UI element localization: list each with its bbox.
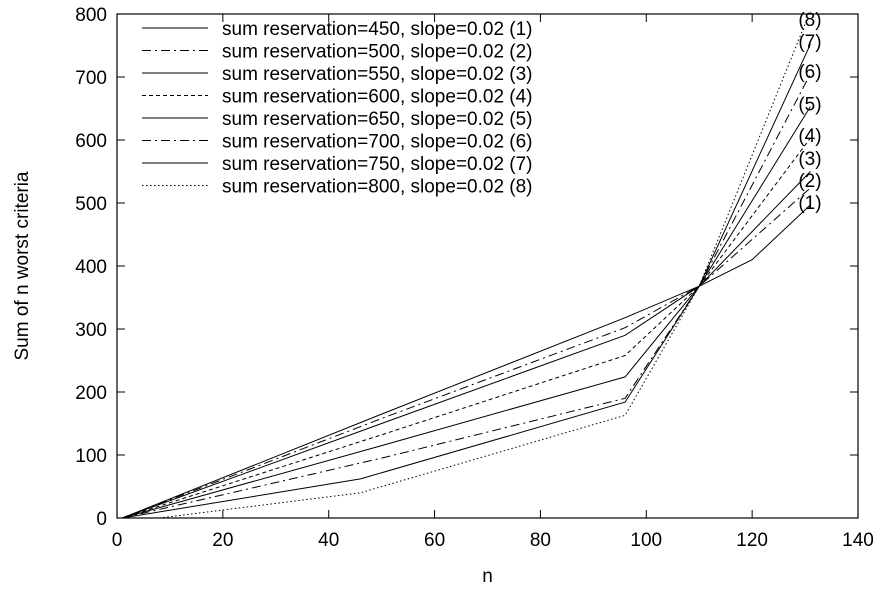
y-tick-label: 600	[75, 131, 107, 152]
y-tick-label: 200	[75, 383, 107, 404]
y-tick-label: 0	[96, 509, 107, 530]
series-line-7	[122, 43, 811, 519]
y-tick-label: 800	[75, 5, 107, 26]
legend: sum reservation=450, slope=0.02 (1)sum r…	[142, 19, 533, 198]
legend-entry: sum reservation=800, slope=0.02 (8)	[222, 177, 533, 198]
series-line-4	[122, 137, 811, 519]
x-tick-label: 0	[112, 530, 123, 551]
legend-entry: sum reservation=500, slope=0.02 (2)	[222, 42, 533, 63]
series-line-3	[122, 171, 811, 519]
legend-entry: sum reservation=550, slope=0.02 (3)	[222, 64, 533, 85]
legend-entry: sum reservation=450, slope=0.02 (1)	[222, 19, 533, 40]
y-tick-label: 400	[75, 257, 107, 278]
series-end-label: (3)	[798, 149, 821, 170]
series-end-label: (2)	[798, 171, 821, 192]
y-tick-label: 300	[75, 320, 107, 341]
series-end-label: (1)	[798, 193, 821, 214]
y-tick-label: 700	[75, 68, 107, 89]
series-end-label: (5)	[798, 95, 821, 116]
x-tick-label: 40	[318, 530, 339, 551]
x-tick-label: 140	[842, 530, 874, 551]
series-end-label: (7)	[798, 32, 821, 53]
series-line-1	[122, 204, 811, 519]
x-tick-label: 60	[424, 530, 445, 551]
y-axis-label: Sum of n worst criteria	[12, 171, 33, 360]
y-tick-label: 500	[75, 194, 107, 215]
x-tick-label: 120	[736, 530, 768, 551]
axis-ticks: 0 20 40 60 80 100 120 140 0 100 200 300 400 500 600 700…	[75, 5, 874, 551]
series-line-2	[122, 187, 811, 519]
x-tick-label: 80	[530, 530, 551, 551]
series-end-label: (8)	[798, 10, 821, 31]
legend-entry: sum reservation=650, slope=0.02 (5)	[222, 109, 533, 130]
legend-entry: sum reservation=600, slope=0.02 (4)	[222, 87, 533, 108]
x-tick-label: 100	[630, 530, 662, 551]
legend-entry: sum reservation=750, slope=0.02 (7)	[222, 154, 533, 175]
plot-lines	[122, 10, 811, 519]
x-axis-label: n	[482, 566, 493, 587]
legend-entry: sum reservation=700, slope=0.02 (6)	[222, 132, 533, 153]
series-end-label: (4)	[798, 126, 821, 147]
series-line-5	[122, 106, 811, 519]
y-tick-label: 100	[75, 446, 107, 467]
series-end-labels: (1)(2)(3)(4) (5) (6) (7)(8)	[798, 10, 821, 214]
series-line-6	[122, 73, 811, 519]
x-tick-label: 20	[212, 530, 233, 551]
series-end-label: (6)	[798, 62, 821, 83]
